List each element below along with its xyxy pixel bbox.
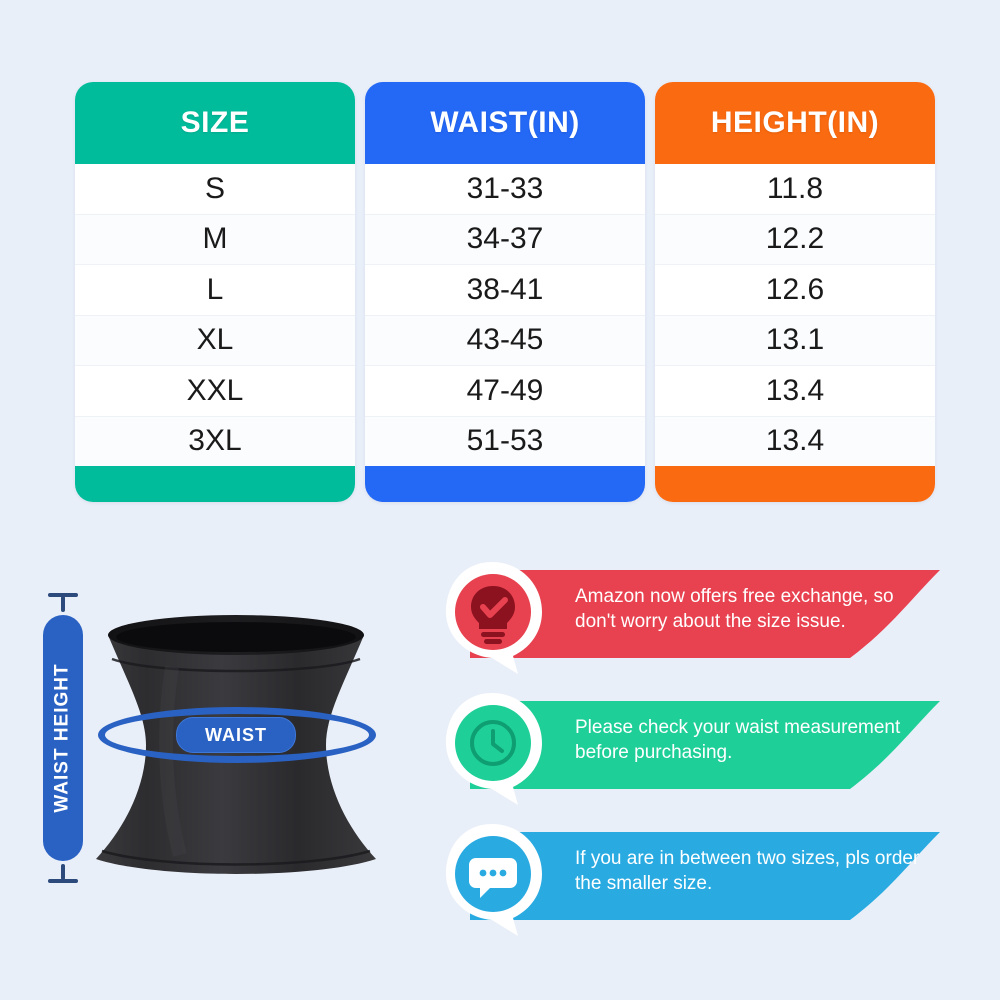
table-cell: 34-37 — [365, 214, 645, 265]
table-cell: 31-33 — [365, 164, 645, 215]
table-cell: 43-45 — [365, 315, 645, 366]
table-cell: 12.2 — [655, 214, 935, 265]
table-cell: 13.4 — [655, 366, 935, 417]
lightbulb-check-icon — [471, 586, 515, 644]
column-body-height: 11.8 12.2 12.6 13.1 13.4 13.4 — [655, 164, 935, 466]
table-cell: XXL — [75, 366, 355, 417]
table-cell: 47-49 — [365, 366, 645, 417]
table-cell: L — [75, 265, 355, 316]
waist-height-pill: WAIST HEIGHT — [43, 615, 83, 861]
column-header-height: HEIGHT(IN) — [655, 82, 935, 164]
table-column-waist: WAIST(IN) 31-33 34-37 38-41 43-45 47-49 … — [365, 82, 645, 502]
callout-badge — [440, 689, 550, 807]
table-cell: 12.6 — [655, 265, 935, 316]
gauge-cap-top-icon — [48, 593, 78, 612]
column-body-size: S M L XL XXL 3XL — [75, 164, 355, 466]
table-cell: XL — [75, 315, 355, 366]
table-cell: S — [75, 164, 355, 215]
product-illustration: WAIST HEIGHT — [18, 575, 418, 915]
waist-measure-ring — [98, 707, 376, 763]
table-cell: 13.4 — [655, 416, 935, 466]
column-footer-size — [75, 466, 355, 502]
table-cell: 11.8 — [655, 164, 935, 215]
callout-measure: Please check your waist measurement befo… — [440, 689, 980, 805]
column-footer-waist — [365, 466, 645, 502]
waist-pill: WAIST — [176, 717, 296, 753]
waist-height-label: WAIST HEIGHT — [52, 663, 74, 813]
size-chart-table: SIZE S M L XL XXL 3XL WAIST(IN) 31-33 34… — [75, 82, 935, 502]
column-footer-height — [655, 466, 935, 502]
table-cell: 38-41 — [365, 265, 645, 316]
callout-list: Amazon now offers free exchange, so don'… — [440, 558, 980, 963]
callout-ribbon — [470, 701, 980, 789]
callout-ribbon — [470, 570, 980, 658]
waist-label: WAIST — [205, 724, 267, 745]
waist-trainer-belt: WAIST — [76, 597, 396, 897]
table-cell: M — [75, 214, 355, 265]
chat-bubble-icon — [469, 858, 517, 898]
callout-between-sizes: If you are in between two sizes, pls ord… — [440, 820, 980, 936]
waist-height-gauge: WAIST HEIGHT — [40, 593, 86, 883]
callout-badge — [440, 558, 550, 676]
callout-text: If you are in between two sizes, pls ord… — [575, 848, 920, 895]
column-header-waist: WAIST(IN) — [365, 82, 645, 164]
callout-text: Please check your waist measurement befo… — [575, 717, 901, 764]
table-cell: 51-53 — [365, 416, 645, 466]
callout-text: Amazon now offers free exchange, so don'… — [575, 586, 894, 633]
table-column-height: HEIGHT(IN) 11.8 12.2 12.6 13.1 13.4 13.4 — [655, 82, 935, 502]
callout-ribbon — [470, 832, 980, 920]
gauge-cap-bottom-icon — [48, 864, 78, 883]
clock-icon — [470, 720, 516, 766]
callout-badge — [440, 820, 550, 938]
table-cell: 13.1 — [655, 315, 935, 366]
table-cell: 3XL — [75, 416, 355, 466]
callout-exchange: Amazon now offers free exchange, so don'… — [440, 558, 980, 674]
column-body-waist: 31-33 34-37 38-41 43-45 47-49 51-53 — [365, 164, 645, 466]
column-header-size: SIZE — [75, 82, 355, 164]
table-column-size: SIZE S M L XL XXL 3XL — [75, 82, 355, 502]
